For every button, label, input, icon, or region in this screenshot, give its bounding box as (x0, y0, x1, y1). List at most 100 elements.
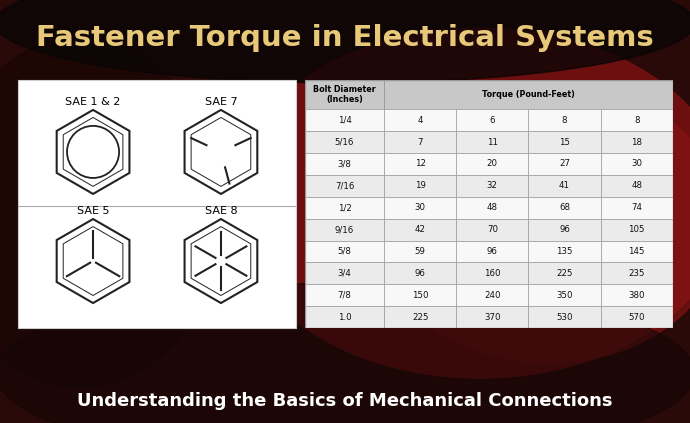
Bar (529, 153, 600, 175)
Bar (600, 306, 673, 328)
Text: 1/2: 1/2 (337, 203, 351, 212)
Bar (384, 262, 456, 284)
Bar (384, 284, 456, 306)
Text: 5/16: 5/16 (335, 137, 354, 147)
Bar (305, 109, 384, 131)
Text: 7: 7 (417, 137, 423, 147)
Text: 530: 530 (556, 313, 573, 321)
Bar (305, 306, 384, 328)
Bar (384, 109, 456, 131)
Bar (384, 197, 456, 219)
Bar (384, 306, 456, 328)
Text: 1/4: 1/4 (337, 116, 351, 125)
Text: Understanding the Basics of Mechanical Connections: Understanding the Basics of Mechanical C… (77, 392, 613, 410)
Text: 96: 96 (487, 247, 497, 256)
Ellipse shape (0, 283, 690, 423)
Bar (456, 219, 529, 241)
Bar (305, 284, 384, 306)
Text: 235: 235 (629, 269, 645, 278)
Bar (600, 131, 673, 153)
Text: 7/16: 7/16 (335, 181, 354, 190)
Text: 74: 74 (631, 203, 642, 212)
Bar (529, 131, 600, 153)
Text: 570: 570 (629, 313, 645, 321)
Text: Bolt Diameter
(Inches): Bolt Diameter (Inches) (313, 85, 376, 104)
Text: 240: 240 (484, 291, 500, 299)
Bar (456, 109, 529, 131)
Text: SAE 8: SAE 8 (205, 206, 237, 216)
Bar (600, 219, 673, 241)
Bar (600, 153, 673, 175)
Bar (305, 175, 384, 197)
Text: 20: 20 (487, 159, 497, 168)
Bar (305, 241, 384, 262)
Text: 3/8: 3/8 (337, 159, 351, 168)
Text: 225: 225 (556, 269, 573, 278)
Bar (529, 284, 600, 306)
Text: Torque (Pound-Feet): Torque (Pound-Feet) (482, 90, 575, 99)
Text: 8: 8 (562, 116, 567, 125)
Bar (384, 219, 456, 241)
Bar (529, 219, 600, 241)
Bar (384, 175, 456, 197)
Text: SAE 5: SAE 5 (77, 206, 109, 216)
Text: 70: 70 (487, 225, 497, 234)
Text: 68: 68 (559, 203, 570, 212)
Bar (456, 284, 529, 306)
Ellipse shape (0, 38, 220, 388)
Text: 105: 105 (629, 225, 645, 234)
Text: 6: 6 (490, 116, 495, 125)
Text: 370: 370 (484, 313, 500, 321)
Text: 27: 27 (559, 159, 570, 168)
Bar (529, 109, 600, 131)
Bar (384, 131, 456, 153)
Bar (456, 306, 529, 328)
Text: SAE 1 & 2: SAE 1 & 2 (66, 97, 121, 107)
Bar (456, 153, 529, 175)
Text: 41: 41 (559, 181, 570, 190)
Text: 4: 4 (417, 116, 423, 125)
Text: 1.0: 1.0 (337, 313, 351, 321)
Bar (305, 219, 384, 241)
Text: 96: 96 (559, 225, 570, 234)
Bar (600, 262, 673, 284)
Text: 48: 48 (631, 181, 642, 190)
Bar (305, 197, 384, 219)
Text: Fastener Torque in Electrical Systems: Fastener Torque in Electrical Systems (36, 24, 654, 52)
Text: 145: 145 (629, 247, 645, 256)
Text: 350: 350 (556, 291, 573, 299)
Ellipse shape (375, 83, 690, 363)
Bar (456, 131, 529, 153)
Bar (600, 197, 673, 219)
Text: 225: 225 (412, 313, 428, 321)
Bar (305, 80, 384, 109)
Text: 3/4: 3/4 (337, 269, 351, 278)
Text: 135: 135 (556, 247, 573, 256)
Text: SAE 7: SAE 7 (205, 97, 237, 107)
Bar (384, 80, 673, 109)
Ellipse shape (230, 28, 690, 378)
Text: 380: 380 (629, 291, 645, 299)
Bar (456, 241, 529, 262)
Bar (305, 153, 384, 175)
Text: 7/8: 7/8 (337, 291, 351, 299)
Text: 48: 48 (487, 203, 497, 212)
Bar (456, 197, 529, 219)
Text: 9/16: 9/16 (335, 225, 354, 234)
Text: 30: 30 (631, 159, 642, 168)
Text: 15: 15 (559, 137, 570, 147)
Text: 59: 59 (415, 247, 426, 256)
Text: 150: 150 (412, 291, 428, 299)
Bar (305, 131, 384, 153)
Bar (456, 262, 529, 284)
Bar (384, 153, 456, 175)
Text: 30: 30 (415, 203, 426, 212)
Text: 19: 19 (415, 181, 426, 190)
Bar (529, 241, 600, 262)
Bar (600, 284, 673, 306)
Bar (18, 80, 296, 328)
Bar (305, 262, 384, 284)
Bar (529, 175, 600, 197)
Bar (600, 175, 673, 197)
Text: 32: 32 (487, 181, 497, 190)
